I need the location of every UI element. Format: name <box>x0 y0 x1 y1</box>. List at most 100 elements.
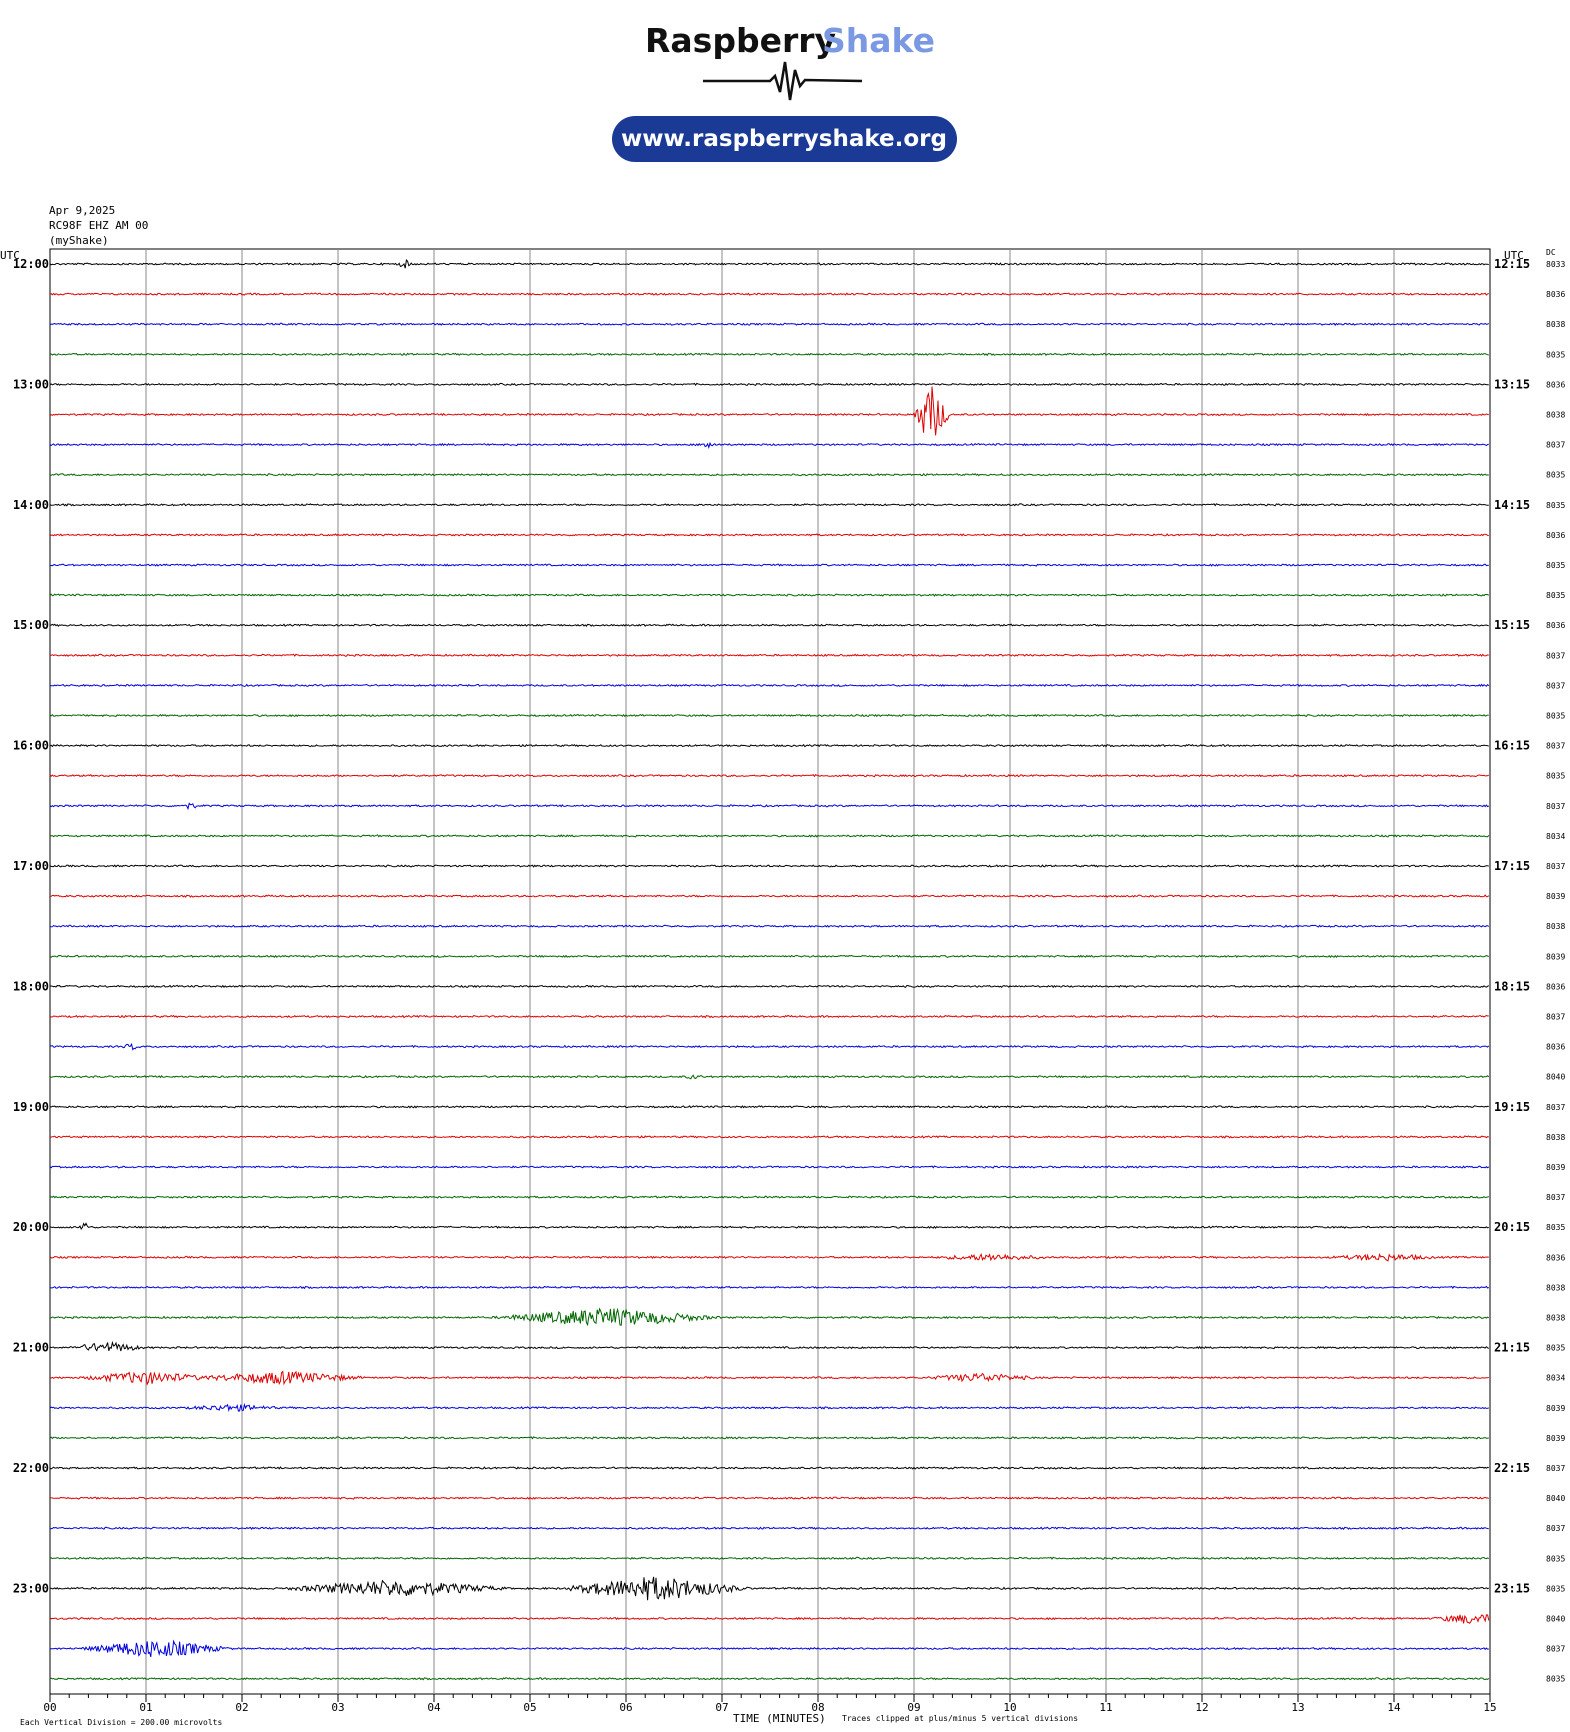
dc-value: 8040 <box>1546 1073 1565 1082</box>
dc-value: 8037 <box>1546 1524 1565 1533</box>
x-tick-label: 12 <box>1195 1701 1208 1714</box>
trace-line <box>49 1466 1489 1470</box>
hour-label-right: 17:15 <box>1494 859 1530 873</box>
trace-line <box>49 502 1489 507</box>
dc-value: 8035 <box>1546 350 1565 359</box>
dc-value: 8035 <box>1546 471 1565 480</box>
dc-value: 8035 <box>1546 501 1565 510</box>
dc-value: 8035 <box>1546 591 1565 600</box>
dc-value: 8034 <box>1546 832 1565 841</box>
x-tick-label: 05 <box>523 1701 536 1714</box>
hour-label-right: 22:15 <box>1494 1461 1530 1475</box>
hour-label-left: 23:00 <box>13 1581 49 1595</box>
trace-line <box>49 1014 1489 1019</box>
grid-lines <box>145 249 1395 1694</box>
network-label: (myShake) <box>49 234 109 247</box>
dc-value: 8037 <box>1546 802 1565 811</box>
right-hour-labels: 12:15 13:15 14:15 15:15 16:15 17:15 18:15 19:15… <box>1494 257 1530 1595</box>
trace-line <box>49 894 1490 898</box>
dc-value: 8038 <box>1546 922 1565 931</box>
trace-line <box>49 386 1489 436</box>
trace-line <box>49 292 1489 296</box>
dc-value: 8040 <box>1546 1494 1565 1503</box>
dc-value: 8037 <box>1546 1013 1565 1022</box>
x-tick-label: 06 <box>619 1701 632 1714</box>
dc-value: 8037 <box>1546 862 1565 871</box>
dc-value: 8038 <box>1546 1283 1565 1292</box>
trace-line <box>49 1614 1490 1624</box>
hour-label-left: 12:00 <box>13 257 49 271</box>
trace-line <box>49 984 1490 989</box>
hour-label-left: 17:00 <box>13 859 49 873</box>
trace-line <box>49 623 1489 628</box>
hour-label-right: 20:15 <box>1494 1220 1530 1234</box>
x-axis-ticks: 00 01 02 03 04 05 06 07 08 09 10 11 12 13 14 15 <box>43 1694 1497 1714</box>
dc-value: 8035 <box>1546 772 1565 781</box>
dc-value: 8035 <box>1546 1223 1565 1232</box>
hour-label-right: 18:15 <box>1494 979 1530 993</box>
trace-line <box>49 1526 1489 1531</box>
dc-value: 8037 <box>1546 441 1565 450</box>
dc-value: 8035 <box>1546 1344 1565 1353</box>
dc-value: 8033 <box>1546 260 1565 269</box>
trace-line <box>49 1436 1489 1440</box>
trace-line <box>49 1402 1489 1413</box>
dc-value: 8038 <box>1546 320 1565 329</box>
date-label: Apr 9,2025 <box>49 204 115 217</box>
dc-value: 8036 <box>1546 531 1565 540</box>
vertical-division-note: Each Vertical Division = 200.00 microvol… <box>20 1718 222 1727</box>
dc-value: 8037 <box>1546 742 1565 751</box>
url-text: www.raspberryshake.org <box>621 126 947 152</box>
trace-group <box>49 259 1490 1681</box>
trace-line <box>49 352 1489 357</box>
dc-value: 8035 <box>1546 1554 1565 1563</box>
trace-line <box>49 773 1490 778</box>
url-button[interactable] <box>612 116 957 162</box>
x-tick-label: 02 <box>235 1701 248 1714</box>
dc-value: 8036 <box>1546 290 1565 299</box>
dc-value-labels: 8033 8036 8038 8035 8036 8038 8037 8035 8035 8036… <box>1546 260 1565 1684</box>
trace-line <box>49 1556 1490 1560</box>
trace-line <box>49 1165 1490 1169</box>
trace-line <box>49 683 1490 688</box>
hour-label-right: 15:15 <box>1494 618 1530 632</box>
dc-value: 8037 <box>1546 651 1565 660</box>
right-axis-title: UTC <box>1504 249 1524 262</box>
hour-label-right: 14:15 <box>1494 498 1530 512</box>
hour-label-right: 13:15 <box>1494 377 1530 391</box>
trace-line <box>50 1370 1489 1386</box>
trace-line <box>49 954 1490 959</box>
seismogram-logo-icon <box>703 61 863 101</box>
dc-value: 8038 <box>1546 1314 1565 1323</box>
dc-value: 8036 <box>1546 621 1565 630</box>
trace-line <box>49 1135 1489 1139</box>
x-tick-label: 15 <box>1483 1701 1496 1714</box>
trace-line <box>49 1222 1489 1231</box>
trace-line <box>50 1576 1490 1601</box>
trace-line <box>50 472 1489 477</box>
dc-value: 8037 <box>1546 1193 1565 1202</box>
trace-line <box>49 1285 1489 1290</box>
dc-value: 8034 <box>1546 1374 1565 1383</box>
dc-value: 8036 <box>1546 380 1565 389</box>
hour-label-left: 21:00 <box>13 1341 49 1355</box>
hour-label-left: 15:00 <box>13 618 49 632</box>
dc-value: 8037 <box>1546 1645 1565 1654</box>
dc-value: 8035 <box>1546 712 1565 721</box>
dc-value: 8035 <box>1546 1584 1565 1593</box>
dc-value: 8036 <box>1546 982 1565 991</box>
dc-value: 8038 <box>1546 411 1565 420</box>
trace-line <box>49 713 1489 718</box>
trace-line <box>49 1340 1490 1352</box>
x-tick-label: 08 <box>811 1701 824 1714</box>
x-tick-label: 09 <box>907 1701 920 1714</box>
trace-line <box>49 1253 1489 1262</box>
x-tick-label: 10 <box>1003 1701 1016 1714</box>
dc-value: 8039 <box>1546 1163 1565 1172</box>
trace-line <box>49 1105 1489 1109</box>
trace-line <box>49 593 1490 597</box>
trace-line <box>49 1496 1489 1500</box>
trace-line <box>49 1677 1490 1681</box>
trace-line <box>49 1639 1489 1658</box>
